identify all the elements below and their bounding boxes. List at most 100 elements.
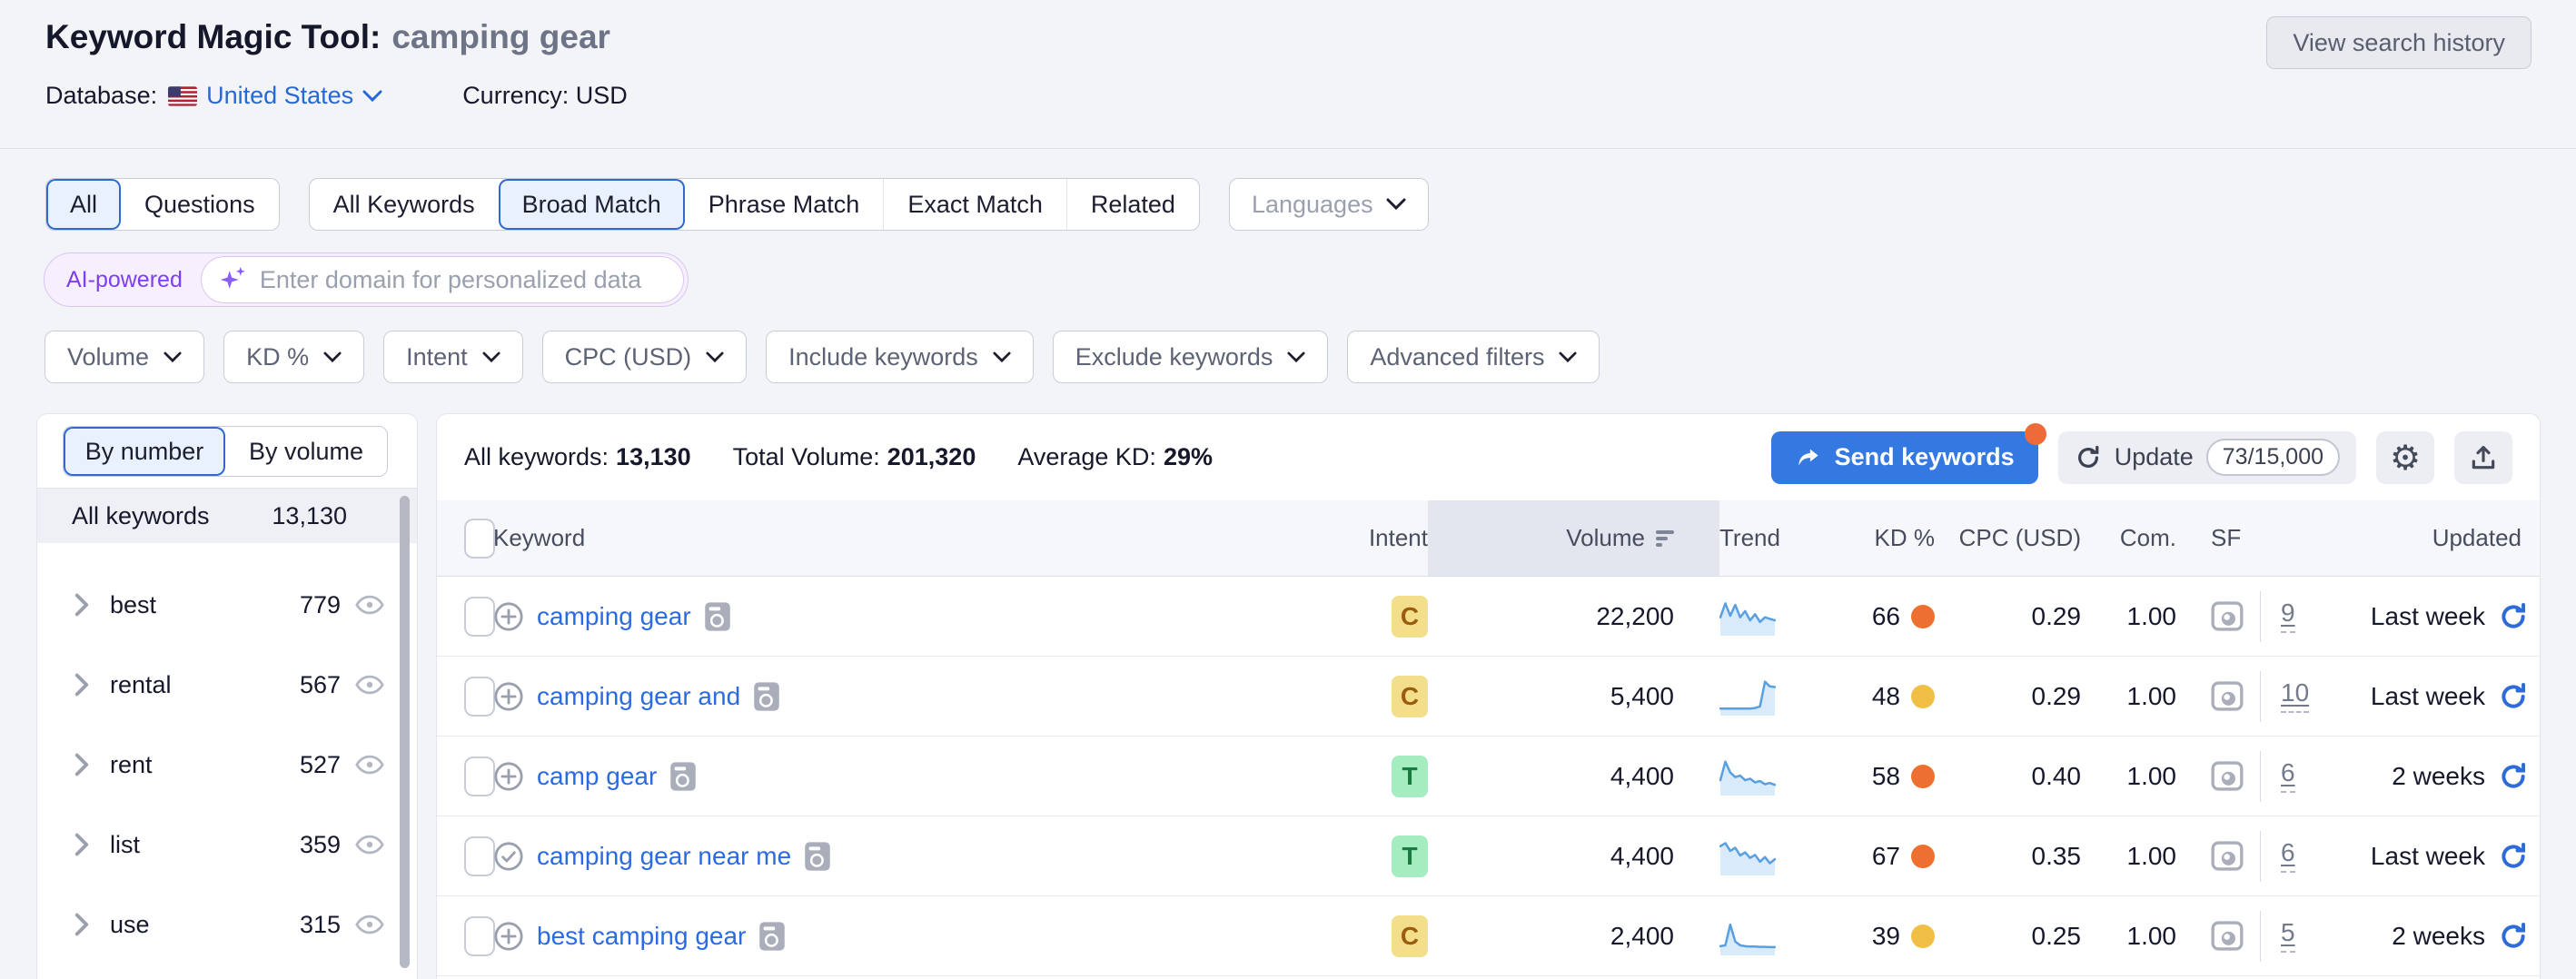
column-intent[interactable]: Intent	[1369, 524, 1428, 552]
serp-features-icon[interactable]	[2211, 841, 2244, 871]
column-keyword[interactable]: Keyword	[493, 524, 585, 552]
serp-features-icon[interactable]	[2211, 601, 2244, 631]
keyword-link[interactable]: camping gear	[537, 602, 691, 631]
refresh-metrics-icon[interactable]	[2498, 841, 2529, 872]
column-updated[interactable]: Updated	[2432, 524, 2522, 552]
refresh-metrics-icon[interactable]	[2498, 601, 2529, 632]
tab-questions[interactable]: Questions	[121, 179, 279, 230]
sidebar-group-item[interactable]: rental 567	[37, 645, 417, 725]
filter-advanced[interactable]: Advanced filters	[1347, 331, 1600, 383]
send-keywords-button[interactable]: Send keywords	[1771, 431, 2038, 484]
database-selector[interactable]: United States	[206, 82, 382, 110]
column-kd[interactable]: KD %	[1875, 524, 1935, 552]
refresh-metrics-icon[interactable]	[2498, 921, 2529, 952]
row-checkbox[interactable]	[464, 756, 495, 796]
keyword-link[interactable]: best camping gear	[537, 922, 746, 951]
column-sf[interactable]: SF	[2211, 524, 2241, 552]
tab-by-volume[interactable]: By volume	[225, 427, 387, 476]
row-checkbox[interactable]	[464, 836, 495, 876]
row-checkbox[interactable]	[464, 916, 495, 956]
refresh-metrics-icon[interactable]	[2498, 761, 2529, 792]
eye-icon[interactable]	[355, 754, 384, 776]
sidebar-group-item[interactable]: use 315	[37, 885, 417, 964]
eye-icon[interactable]	[355, 914, 384, 935]
intent-badge[interactable]: T	[1392, 756, 1428, 797]
refresh-metrics-icon[interactable]	[2498, 681, 2529, 712]
intent-badge[interactable]: C	[1392, 915, 1428, 957]
filter-kd[interactable]: KD %	[223, 331, 364, 383]
us-flag-icon	[168, 86, 197, 106]
intent-badge[interactable]: T	[1392, 836, 1428, 877]
tab-related[interactable]: Related	[1066, 179, 1199, 230]
serp-preview-icon[interactable]	[804, 841, 831, 872]
sf-count[interactable]: 6	[2281, 759, 2295, 793]
chevron-down-icon	[1386, 198, 1406, 211]
row-checkbox[interactable]	[464, 677, 495, 717]
serp-preview-icon[interactable]	[758, 921, 786, 952]
sidebar-group-item[interactable]: rent 527	[37, 725, 417, 805]
page-title: Keyword Magic Tool:camping gear	[45, 18, 610, 56]
intent-badge[interactable]: C	[1392, 676, 1428, 717]
column-com[interactable]: Com.	[2120, 524, 2176, 552]
update-button[interactable]: Update 73/15,000	[2058, 431, 2356, 484]
table-settings-button[interactable]: ⚙	[2376, 431, 2434, 484]
eye-icon[interactable]	[355, 594, 384, 616]
sf-count[interactable]: 10	[2281, 679, 2309, 713]
group-label: best	[110, 591, 156, 619]
sidebar-scrollbar[interactable]	[400, 496, 410, 968]
serp-features-icon[interactable]	[2211, 681, 2244, 711]
tab-exact-match[interactable]: Exact Match	[883, 179, 1066, 230]
filter-volume[interactable]: Volume	[45, 331, 204, 383]
languages-dropdown[interactable]: Languages	[1229, 178, 1429, 231]
sidebar-group-item[interactable]: list 359	[37, 805, 417, 885]
volume-value: 22,200	[1596, 602, 1674, 631]
filter-include-keywords[interactable]: Include keywords	[766, 331, 1034, 383]
export-button[interactable]	[2454, 431, 2512, 484]
add-keyword-icon[interactable]	[493, 681, 524, 712]
keyword-link[interactable]: camping gear near me	[537, 842, 791, 871]
keyword-added-icon[interactable]	[493, 841, 524, 872]
eye-icon[interactable]	[355, 834, 384, 855]
tab-all[interactable]: All	[46, 179, 121, 230]
serp-preview-icon[interactable]	[753, 681, 780, 712]
eye-icon[interactable]	[355, 674, 384, 696]
intent-badge[interactable]: C	[1392, 596, 1428, 638]
tab-by-number[interactable]: By number	[64, 427, 225, 476]
trend-sparkline	[1719, 756, 1808, 797]
notification-dot	[2025, 423, 2046, 445]
domain-input[interactable]: Enter domain for personalized data	[201, 256, 684, 303]
keyword-link[interactable]: camp gear	[537, 762, 657, 791]
sidebar-group-item[interactable]: best 779	[37, 565, 417, 645]
row-checkbox[interactable]	[464, 597, 495, 637]
column-trend: Trend	[1719, 524, 1780, 552]
serp-features-icon[interactable]	[2211, 761, 2244, 791]
sidebar-item-all-keywords[interactable]: All keywords 13,130	[37, 489, 417, 543]
select-all-checkbox[interactable]	[464, 519, 495, 559]
cpc-value: 0.29	[2032, 602, 2082, 631]
tab-broad-match[interactable]: Broad Match	[499, 179, 685, 230]
domain-input-placeholder: Enter domain for personalized data	[260, 266, 641, 294]
column-volume[interactable]: Volume	[1428, 500, 1719, 576]
add-keyword-icon[interactable]	[493, 921, 524, 952]
serp-features-icon[interactable]	[2211, 921, 2244, 951]
tab-phrase-match[interactable]: Phrase Match	[685, 179, 884, 230]
add-keyword-icon[interactable]	[493, 761, 524, 792]
add-keyword-icon[interactable]	[493, 601, 524, 632]
group-count: 527	[300, 751, 341, 779]
sf-count[interactable]: 5	[2281, 919, 2295, 953]
currency-value: USD	[576, 82, 628, 109]
database-bar: Database: United States Currency: USD	[45, 82, 628, 110]
refresh-icon	[2075, 444, 2102, 471]
serp-preview-icon[interactable]	[669, 761, 697, 792]
volume-value: 4,400	[1610, 762, 1674, 791]
sf-count[interactable]: 9	[2281, 599, 2295, 633]
filter-cpc[interactable]: CPC (USD)	[542, 331, 748, 383]
column-cpc[interactable]: CPC (USD)	[1959, 524, 2081, 552]
filter-intent[interactable]: Intent	[383, 331, 523, 383]
filter-exclude-keywords[interactable]: Exclude keywords	[1053, 331, 1329, 383]
tab-all-keywords[interactable]: All Keywords	[310, 179, 499, 230]
view-search-history-button[interactable]: View search history	[2266, 16, 2531, 69]
sf-count[interactable]: 6	[2281, 839, 2295, 873]
keyword-link[interactable]: camping gear and	[537, 682, 740, 711]
serp-preview-icon[interactable]	[704, 601, 731, 632]
